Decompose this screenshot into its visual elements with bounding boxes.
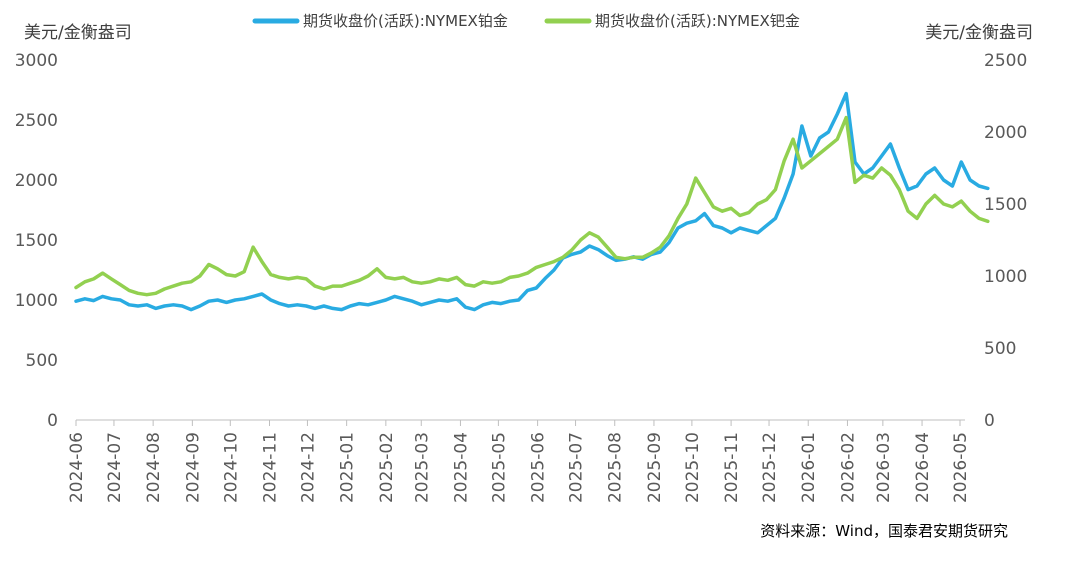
x-tick-label: 2024-10	[221, 432, 241, 503]
x-tick-label: 2026-01	[799, 432, 819, 503]
x-tick-label: 2026-03	[874, 432, 894, 503]
right-axis-ticks: 2500 2000 1500 1000 500 0	[984, 51, 1027, 431]
x-tick-label: 2025-01	[338, 432, 358, 503]
left-tick-label: 2000	[15, 171, 58, 191]
legend-label-platinum: 期货收盘价(活跃):NYMEX铂金	[303, 12, 508, 30]
x-tick-label: 2025-05	[489, 432, 509, 503]
x-tick-label: 2025-08	[606, 432, 626, 503]
left-tick-label: 2500	[15, 111, 58, 131]
x-tick-label: 2025-02	[377, 432, 397, 503]
left-tick-label: 1500	[15, 231, 58, 251]
right-tick-label: 1000	[984, 267, 1027, 287]
x-tick-label: 2024-09	[183, 432, 203, 503]
x-tick-label: 2024-11	[260, 432, 280, 503]
right-axis-unit: 美元/金衡盎司	[925, 23, 1033, 43]
left-tick-label: 3000	[15, 51, 58, 71]
x-tick-label: 2025-03	[412, 432, 432, 503]
right-tick-label: 2500	[984, 51, 1027, 71]
left-tick-label: 1000	[15, 291, 58, 311]
x-tick-label: 2024-12	[298, 432, 318, 503]
x-tick-label: 2024-07	[105, 432, 125, 503]
left-tick-label: 0	[47, 411, 58, 431]
left-axis-unit: 美元/金衡盎司	[24, 23, 132, 43]
x-tick-label: 2026-04	[913, 432, 933, 503]
x-tick-label: 2025-11	[722, 432, 742, 503]
right-tick-label: 2000	[984, 123, 1027, 143]
right-tick-label: 1500	[984, 195, 1027, 215]
series-line-platinum	[74, 91, 990, 312]
left-tick-label: 500	[26, 351, 58, 371]
series-line-palladium	[74, 115, 990, 297]
right-tick-label: 500	[984, 339, 1016, 359]
x-tick-label: 2026-05	[951, 432, 971, 503]
series-layer	[74, 91, 990, 312]
x-tick-label: 2025-09	[645, 432, 665, 503]
x-tick-label: 2025-10	[683, 432, 703, 503]
x-tick-label: 2025-12	[760, 432, 780, 503]
x-tick-label: 2026-02	[838, 432, 858, 503]
x-axis-ticks: 2024-06 2024-07 2024-08 2024-09 2024-10 2024-…	[67, 420, 971, 503]
source-note: 资料来源：Wind，国泰君安期货研究	[760, 522, 1008, 540]
x-tick-label: 2025-07	[567, 432, 587, 503]
legend: 期货收盘价(活跃):NYMEX铂金 期货收盘价(活跃):NYMEX钯金	[252, 12, 800, 30]
x-tick-label: 2025-06	[529, 432, 549, 503]
legend-label-palladium: 期货收盘价(活跃):NYMEX钯金	[595, 12, 800, 30]
x-tick-label: 2024-08	[144, 432, 164, 503]
x-tick-label: 2025-04	[451, 432, 471, 503]
left-axis-ticks: 3000 2500 2000 1500 1000 500 0	[15, 51, 58, 431]
right-tick-label: 0	[984, 411, 995, 431]
x-tick-label: 2024-06	[67, 432, 87, 503]
